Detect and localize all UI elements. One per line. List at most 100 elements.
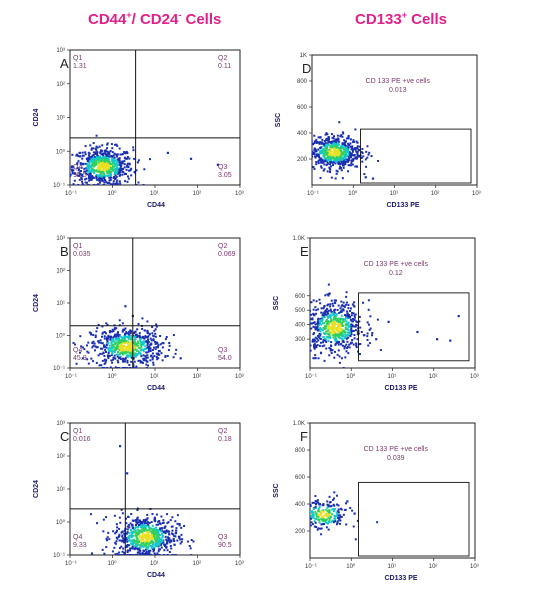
event-dot xyxy=(334,316,337,319)
event-dot xyxy=(120,545,123,548)
event-dot xyxy=(310,320,311,323)
event-dot xyxy=(326,312,329,315)
event-dot xyxy=(334,327,337,330)
event-dot xyxy=(93,165,96,168)
event-dot xyxy=(124,336,127,339)
event-dot xyxy=(366,339,369,342)
event-dot xyxy=(143,168,146,171)
event-dot xyxy=(176,539,179,542)
event-dot xyxy=(338,333,341,336)
event-dot xyxy=(344,326,347,329)
event-dot xyxy=(329,140,332,143)
event-dot xyxy=(96,162,99,165)
event-dot xyxy=(138,519,141,522)
event-dot xyxy=(173,535,176,538)
event-dot xyxy=(335,146,338,149)
event-dot xyxy=(322,332,325,335)
event-dot xyxy=(104,152,107,155)
event-dot xyxy=(111,328,114,331)
event-dot xyxy=(338,319,341,322)
event-dot xyxy=(353,316,356,319)
event-dot xyxy=(334,157,337,160)
event-dot xyxy=(108,179,111,182)
event-dot xyxy=(155,352,158,355)
panel-letter-D: D xyxy=(302,61,311,76)
event-dot xyxy=(126,355,129,358)
event-dot xyxy=(84,151,87,154)
event-dot xyxy=(356,151,359,154)
event-dot xyxy=(151,358,154,361)
event-dot xyxy=(322,523,325,526)
event-dot xyxy=(387,320,390,323)
event-dot xyxy=(100,170,103,173)
event-dot xyxy=(305,514,307,516)
event-dot xyxy=(340,145,343,148)
event-dot xyxy=(303,511,305,513)
y-tick-label: 600 xyxy=(295,294,306,300)
event-dot xyxy=(332,327,335,330)
event-dot xyxy=(336,333,339,336)
event-dot xyxy=(328,153,331,156)
event-dot xyxy=(146,320,149,323)
event-dot xyxy=(326,293,329,296)
event-dot xyxy=(324,158,327,161)
event-dot xyxy=(121,353,124,356)
event-dot xyxy=(365,150,368,153)
event-dot xyxy=(120,336,123,339)
event-dot xyxy=(124,342,127,345)
event-dot xyxy=(355,150,358,153)
event-dot xyxy=(347,307,350,310)
event-dot xyxy=(313,343,316,346)
event-dot xyxy=(125,168,128,171)
event-dot xyxy=(367,299,370,302)
event-dot xyxy=(129,553,132,555)
event-dot xyxy=(127,515,130,518)
event-dot xyxy=(129,542,132,545)
event-dot xyxy=(337,511,340,514)
event-dot xyxy=(99,167,102,170)
event-dot xyxy=(106,536,109,539)
event-dot xyxy=(171,516,174,519)
event-dot xyxy=(337,335,340,338)
event-dot xyxy=(154,341,157,344)
event-dot xyxy=(91,154,94,157)
event-dot xyxy=(339,329,342,332)
x-tick-label: 10² xyxy=(193,374,202,380)
event-dot xyxy=(336,170,339,173)
event-dot xyxy=(116,179,119,182)
event-dot xyxy=(71,170,74,173)
event-dot xyxy=(337,317,340,320)
event-dot xyxy=(152,540,155,543)
y-tick-label: 10² xyxy=(56,269,65,275)
event-dot xyxy=(100,158,103,161)
event-dot xyxy=(186,540,189,543)
event-dot xyxy=(142,535,145,538)
event-dot xyxy=(317,328,320,331)
x-tick-label: 10⁰ xyxy=(108,373,118,380)
event-dot xyxy=(146,329,149,332)
event-dot xyxy=(338,355,341,358)
event-dot xyxy=(342,340,345,343)
event-dot xyxy=(114,366,117,368)
event-dot xyxy=(151,513,154,516)
event-dot xyxy=(345,154,348,157)
event-dot xyxy=(167,349,170,352)
event-dot xyxy=(167,521,170,524)
event-dot xyxy=(95,157,98,160)
event-dot xyxy=(330,314,333,317)
event-dot xyxy=(338,341,341,344)
event-dot xyxy=(347,321,350,324)
event-dot xyxy=(161,535,164,538)
event-dot xyxy=(330,319,333,322)
event-dot xyxy=(327,516,330,519)
y-tick-label: 800 xyxy=(297,79,308,85)
event-dot xyxy=(165,336,168,339)
event-dot xyxy=(71,165,74,168)
event-dot xyxy=(133,339,136,342)
event-dot xyxy=(95,149,98,152)
event-dot xyxy=(110,359,113,362)
event-dot xyxy=(151,532,154,535)
event-dot xyxy=(78,151,81,154)
event-dot xyxy=(327,309,330,312)
event-dot xyxy=(86,166,89,169)
